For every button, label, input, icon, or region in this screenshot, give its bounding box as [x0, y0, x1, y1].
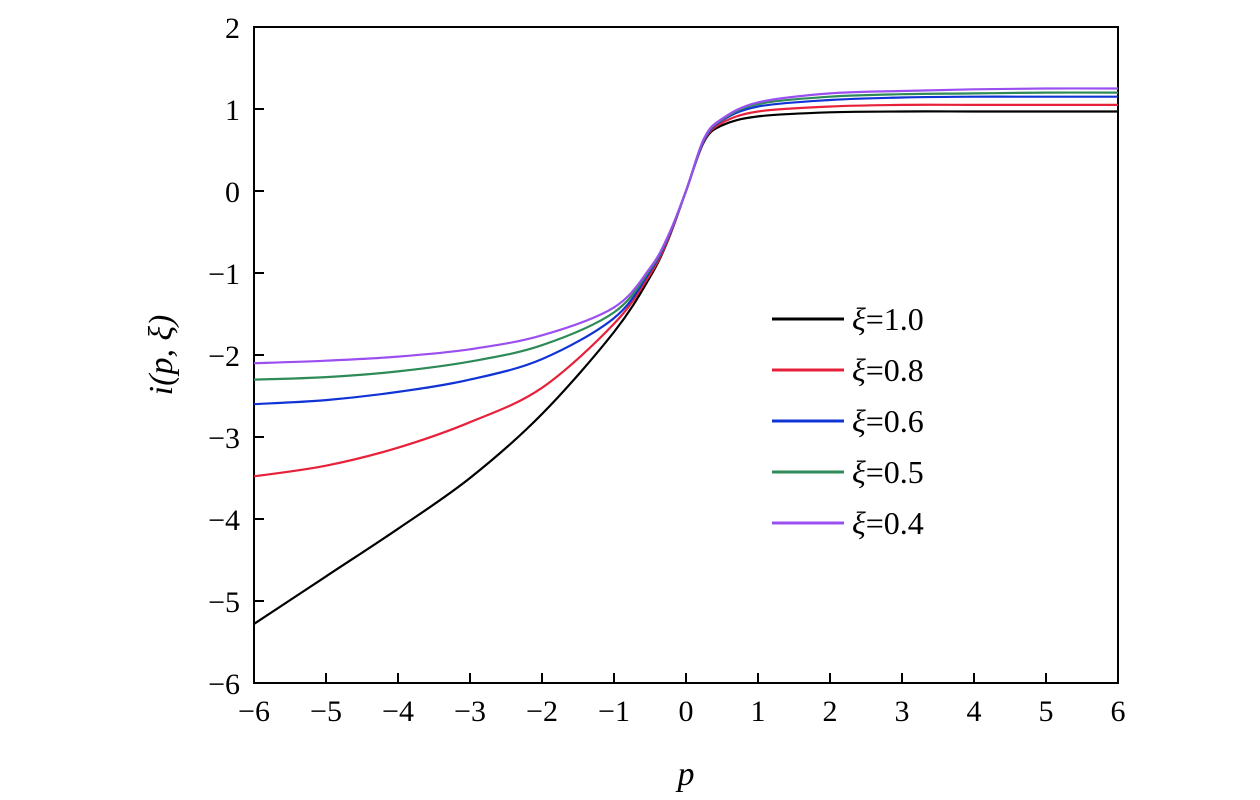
x-tick-label: −2: [526, 695, 558, 728]
x-tick-label: 6: [1111, 695, 1126, 728]
x-tick-label: 4: [967, 695, 982, 728]
legend-label-3: ξ=0.5: [852, 454, 924, 490]
x-tick-label: −3: [454, 695, 486, 728]
y-tick-label: 0: [225, 176, 240, 209]
legend-label-2: ξ=0.6: [852, 403, 924, 439]
axis-ticks: −6 −5 −4 −3 −2 −1 0 1 2 3 4 5 6 2 1 0 −1 −2 −3 −4 −5 −6: [208, 12, 1125, 728]
x-tick-label: 1: [751, 695, 766, 728]
x-tick-label: 5: [1039, 695, 1054, 728]
x-tick-label: 2: [823, 695, 838, 728]
legend-label-0: ξ=1.0: [852, 301, 924, 337]
y-tick-label: 1: [225, 94, 240, 127]
x-tick-label: 3: [895, 695, 910, 728]
x-tick-label: −5: [310, 695, 342, 728]
x-tick-label: 0: [679, 695, 694, 728]
x-axis-title: p: [676, 756, 695, 793]
legend-label-1: ξ=0.8: [852, 352, 924, 388]
series-line-3: [253, 91, 1119, 381]
plot-frame: [253, 26, 1119, 684]
y-tick-label: −4: [208, 504, 240, 537]
y-tick-label: −2: [208, 340, 240, 373]
legend: ξ=1.0 ξ=0.8 ξ=0.6 ξ=0.5 ξ=0.4: [772, 301, 924, 541]
legend-label-4: ξ=0.4: [852, 505, 924, 541]
y-tick-label: −3: [208, 422, 240, 455]
y-tick-label: −1: [208, 258, 240, 291]
x-tick-label: −4: [382, 695, 414, 728]
x-tick-label: −6: [238, 695, 270, 728]
x-tick-label: −1: [598, 695, 630, 728]
series-line-1: [253, 103, 1118, 478]
series-line-4: [253, 87, 1119, 365]
series-lines: [253, 87, 1119, 625]
y-axis-title: i(p, ξ): [143, 315, 180, 396]
y-tick-label: −5: [208, 586, 240, 619]
y-tick-label: 2: [225, 12, 240, 45]
y-tick-label: −6: [208, 668, 240, 701]
